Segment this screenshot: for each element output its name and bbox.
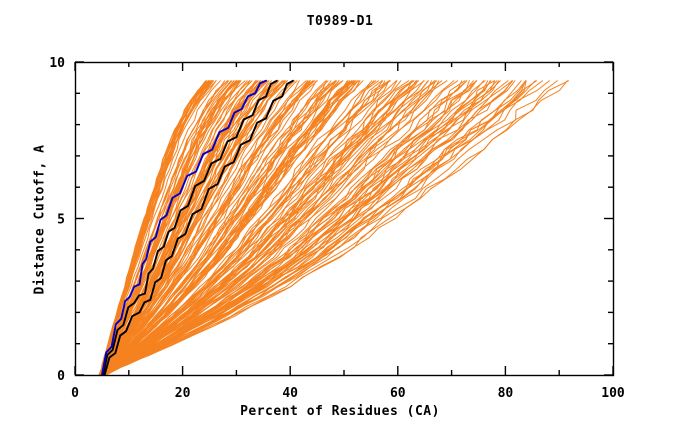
y-tick-label: 0 xyxy=(57,369,65,384)
curves-layer xyxy=(98,79,570,376)
x-tick-label: 100 xyxy=(601,386,625,401)
axes-layer xyxy=(74,61,615,377)
y-tick-label: 5 xyxy=(57,213,65,228)
y-tick-label: 10 xyxy=(49,56,65,71)
x-tick-label: 40 xyxy=(282,386,298,401)
x-tick-label: 80 xyxy=(498,386,514,401)
x-axis-label: Percent of Residues (CA) xyxy=(240,404,440,419)
x-tick-label: 0 xyxy=(71,386,79,401)
page-title: T0989-D1 xyxy=(306,14,374,29)
x-tick-label: 20 xyxy=(175,386,191,401)
x-tick-label: 60 xyxy=(390,386,406,401)
tick-labels-layer: 0 20 40 60 80 100 0 5 10 xyxy=(49,56,625,401)
